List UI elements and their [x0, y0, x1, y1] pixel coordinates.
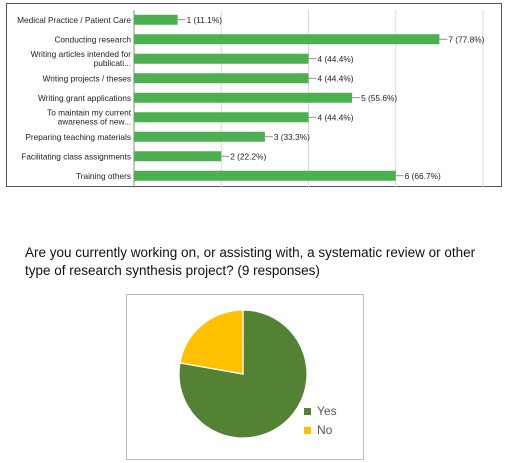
bar — [134, 92, 353, 103]
legend-item-yes: Yes — [304, 404, 337, 418]
data-label: 6 (66.7%) — [405, 171, 441, 181]
bar — [134, 53, 309, 64]
question-line-2: type of research synthesis project? (9 r… — [25, 263, 320, 278]
y-category-label: Conducting research — [54, 34, 131, 44]
y-category-label: Facilitating class assignments — [21, 151, 131, 161]
question-title: Are you currently working on, or assisti… — [25, 244, 495, 280]
y-category-label: Training others — [76, 171, 131, 181]
y-category-label: Writing projects / theses — [43, 73, 131, 83]
data-label: 4 (44.4%) — [318, 73, 354, 83]
legend-swatch-no — [304, 426, 311, 434]
data-label: 1 (11.1%) — [187, 15, 223, 25]
pie-chart-frame: Yes No — [126, 294, 364, 460]
bar — [134, 34, 440, 45]
data-label: 4 (44.4%) — [318, 54, 354, 64]
data-label: 5 (55.6%) — [361, 93, 397, 103]
data-label: 4 (44.4%) — [318, 112, 354, 122]
question-line-1: Are you currently working on, or assisti… — [25, 245, 476, 260]
data-label: 7 (77.8%) — [448, 34, 484, 44]
y-category-label: Writing grant applications — [38, 93, 131, 103]
legend-label-no: No — [317, 423, 333, 437]
y-category-label: To maintain my current awareness of new..… — [47, 107, 132, 126]
bar — [134, 131, 265, 142]
pie-chart — [178, 309, 308, 439]
bar — [134, 14, 178, 25]
legend-label-yes: Yes — [317, 404, 337, 418]
bar — [134, 112, 309, 123]
bar — [134, 170, 396, 181]
pie-slice-no — [179, 309, 244, 375]
legend-swatch-yes — [304, 407, 311, 415]
bar — [134, 151, 222, 162]
y-category-label: Medical Practice / Patient Care — [17, 15, 131, 25]
legend-item-no: No — [304, 423, 332, 437]
data-label: 3 (33.3%) — [274, 132, 310, 142]
data-label: 2 (22.2%) — [230, 151, 266, 161]
y-category-label: Writing articles intended for publicati..… — [31, 49, 132, 68]
bar — [134, 73, 309, 84]
y-category-label: Preparing teaching materials — [25, 132, 131, 142]
